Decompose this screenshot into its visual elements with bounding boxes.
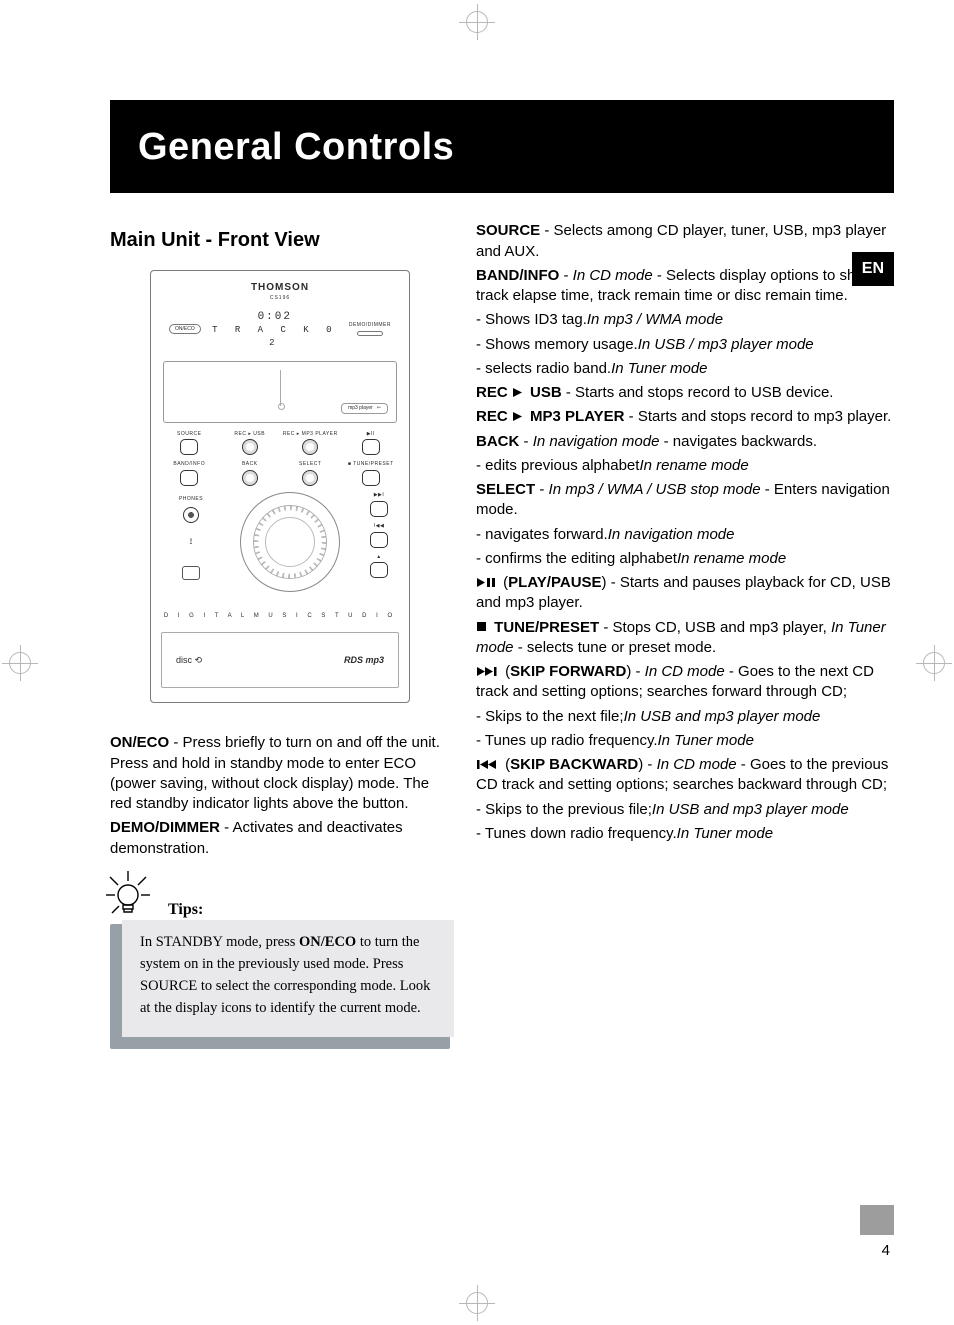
device-volume-knob — [240, 492, 340, 592]
language-tab: EN — [852, 252, 894, 286]
device-model: CS196 — [161, 295, 399, 302]
control-description-line: BACK - In navigation mode - navigates ba… — [476, 432, 894, 452]
tips-body: In STANDBY mode, press ON/ECO to turn th… — [122, 920, 454, 1037]
control-description-line: BAND/INFO - In CD mode - Selects display… — [476, 266, 894, 307]
control-description-line: TUNE/PRESET - Stops CD, USB and mp3 play… — [476, 618, 894, 659]
control-description-line: SOURCE - Selects among CD player, tuner,… — [476, 221, 894, 262]
device-strip-text: D I G I T A L M U S I C S T U D I O — [161, 612, 399, 620]
desc-oneco: ON/ECO - Press briefly to turn on and of… — [110, 733, 450, 814]
control-description-line: (PLAY/PAUSE) - Starts and pauses playbac… — [476, 573, 894, 614]
control-description-line: - Shows memory usage.In USB / mp3 player… — [476, 335, 894, 355]
control-description-line: - Skips to the next file;In USB and mp3 … — [476, 707, 894, 727]
device-rds-logos: RDS mp3 — [344, 654, 384, 666]
lightbulb-icon — [98, 863, 158, 923]
footer-block — [860, 1205, 894, 1235]
control-description-line: - edits previous alphabetIn rename mode — [476, 456, 894, 476]
page-title: General Controls — [138, 126, 454, 168]
tips-label: Tips: — [168, 899, 450, 921]
device-lcd-time: 0:02 — [201, 310, 349, 325]
desc-demo-dimmer: DEMO/DIMMER - Activates and deactivates … — [110, 818, 450, 859]
device-disc-logos: disc ⟲ — [176, 654, 202, 666]
device-diagram: THOMSON CS196 ON/ECO 0:02 T R A C K 0 2 … — [150, 270, 410, 703]
control-description-line: - confirms the editing alphabetIn rename… — [476, 549, 894, 569]
control-description-line: SELECT - In mp3 / WMA / USB stop mode - … — [476, 480, 894, 521]
control-description-line: - Tunes up radio frequency.In Tuner mode — [476, 731, 894, 751]
device-demo-label: DEMO/DIMMER — [349, 322, 391, 329]
tips-box: Tips: In STANDBY mode, press ON/ECO to t… — [110, 899, 450, 1050]
control-description-line: - Shows ID3 tag.In mp3 / WMA mode — [476, 310, 894, 330]
control-description-line: - navigates forward.In navigation mode — [476, 525, 894, 545]
control-description-line: - Skips to the previous file;In USB and … — [476, 800, 894, 820]
crop-mark-top — [459, 4, 495, 40]
crop-mark-left — [2, 645, 38, 681]
device-lcd-track: T R A C K 0 2 — [201, 324, 349, 348]
crop-mark-bottom — [459, 1285, 495, 1321]
control-description-line: REC MP3 PLAYER - Starts and stops record… — [476, 407, 894, 427]
device-mp3-slot: mp3 player⇐ — [341, 403, 388, 414]
controls-descriptions: SOURCE - Selects among CD player, tuner,… — [476, 221, 894, 1049]
device-oneco-btn: ON/ECO — [169, 324, 201, 335]
control-description-line: - Tunes down radio frequency.In Tuner mo… — [476, 824, 894, 844]
crop-mark-right — [916, 645, 952, 681]
control-description-line: (SKIP BACKWARD) - In CD mode - Goes to t… — [476, 755, 894, 796]
page-number: 4 — [882, 1241, 890, 1261]
control-description-line: REC USB - Starts and stops record to USB… — [476, 383, 894, 403]
control-description-line: - selects radio band.In Tuner mode — [476, 359, 894, 379]
control-description-line: (SKIP FORWARD) - In CD mode - Goes to th… — [476, 662, 894, 703]
page-title-banner: General Controls — [110, 100, 894, 193]
device-brand: THOMSON — [161, 281, 399, 295]
section-title: Main Unit - Front View — [110, 227, 450, 254]
